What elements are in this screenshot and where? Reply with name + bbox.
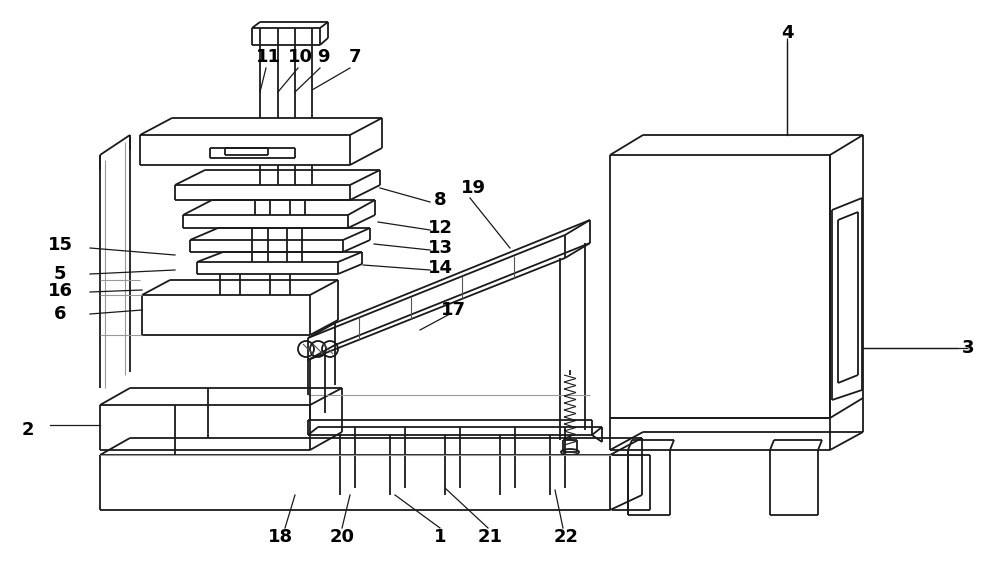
Text: 20: 20 [330, 528, 354, 546]
Text: 7: 7 [349, 48, 361, 66]
Text: 9: 9 [317, 48, 329, 66]
Text: 4: 4 [781, 24, 793, 42]
Text: 14: 14 [428, 259, 452, 277]
Text: 6: 6 [54, 305, 66, 323]
Text: 12: 12 [428, 219, 452, 237]
Text: 17: 17 [440, 301, 466, 319]
Text: 21: 21 [478, 528, 503, 546]
Text: 22: 22 [554, 528, 578, 546]
Text: 16: 16 [48, 282, 72, 300]
Text: 13: 13 [428, 239, 452, 257]
Text: 10: 10 [288, 48, 312, 66]
Text: 8: 8 [434, 191, 446, 209]
Text: 5: 5 [54, 265, 66, 283]
Text: 19: 19 [460, 179, 486, 197]
Text: 18: 18 [267, 528, 293, 546]
Text: 2: 2 [22, 421, 34, 439]
Text: 11: 11 [256, 48, 280, 66]
Text: 15: 15 [48, 236, 72, 254]
Text: 3: 3 [962, 339, 974, 357]
Text: 1: 1 [434, 528, 446, 546]
